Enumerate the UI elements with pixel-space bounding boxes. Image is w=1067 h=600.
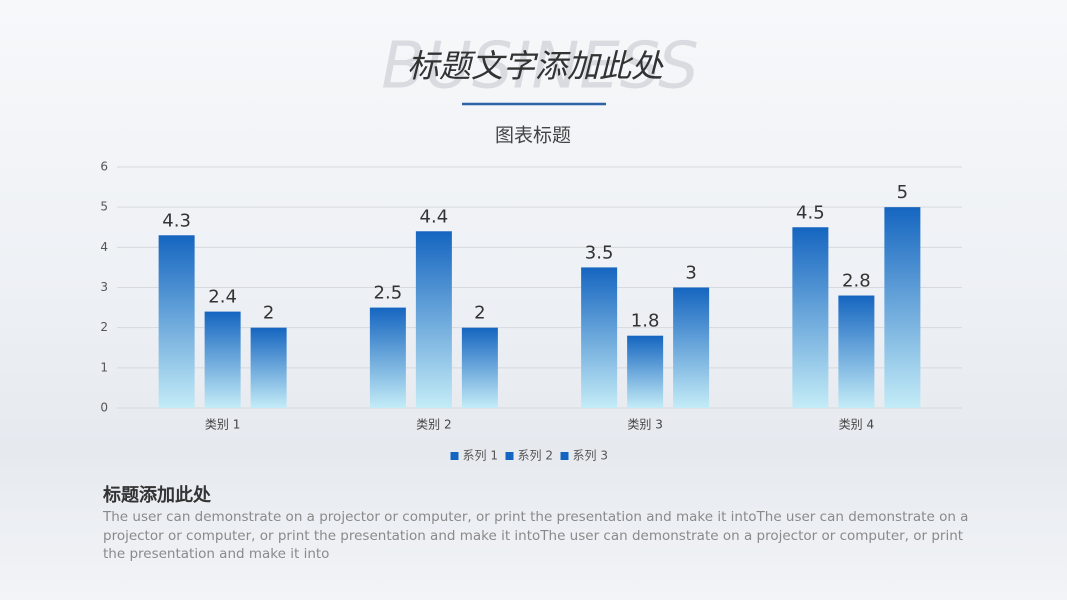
data-label: 4.4 <box>420 206 449 227</box>
x-tick-label: 类别 3 <box>627 418 662 432</box>
data-label: 2 <box>474 303 485 324</box>
y-tick-label: 3 <box>100 280 108 294</box>
data-label: 2 <box>263 303 274 324</box>
legend-label: 系列 3 <box>573 449 608 463</box>
bar <box>627 335 664 408</box>
bar <box>792 227 829 408</box>
x-tick-label: 类别 1 <box>205 418 240 432</box>
y-tick-label: 2 <box>100 320 108 334</box>
bar <box>204 311 241 408</box>
legend-label: 系列 1 <box>463 449 498 463</box>
bar <box>461 327 498 408</box>
legend-swatch <box>505 452 514 460</box>
y-tick-label: 1 <box>100 360 108 374</box>
legend-swatch <box>450 452 459 460</box>
data-label: 1.8 <box>631 311 660 332</box>
data-label: 4.5 <box>796 202 825 223</box>
body-text: The user can demonstrate on a projector … <box>103 509 969 562</box>
bar <box>581 267 618 408</box>
data-label: 2.4 <box>208 287 237 308</box>
bar <box>884 207 921 408</box>
data-label: 2.8 <box>842 271 871 292</box>
bar <box>838 295 875 408</box>
legend-swatch <box>560 452 569 460</box>
y-tick-label: 6 <box>100 160 108 174</box>
data-label: 4.3 <box>162 210 191 231</box>
watermark: BUSINESS <box>381 30 699 104</box>
bar <box>673 287 710 408</box>
bar <box>250 327 287 408</box>
data-label: 2.5 <box>374 283 403 304</box>
y-tick-label: 0 <box>100 401 108 415</box>
chart-title: 图表标题 <box>495 125 571 147</box>
heading: 标题添加此处 <box>103 485 211 506</box>
bar <box>369 307 406 408</box>
data-label: 5 <box>897 182 908 203</box>
y-tick-label: 5 <box>100 200 108 214</box>
data-label: 3 <box>685 263 696 284</box>
legend-label: 系列 2 <box>518 449 553 463</box>
data-label: 3.5 <box>585 242 614 263</box>
x-tick-label: 类别 4 <box>839 418 874 432</box>
bar <box>415 231 452 408</box>
bar <box>158 235 195 408</box>
y-tick-label: 4 <box>100 240 108 254</box>
x-tick-label: 类别 2 <box>416 418 451 432</box>
slide-title: 标题文字添加此处 <box>407 47 664 85</box>
